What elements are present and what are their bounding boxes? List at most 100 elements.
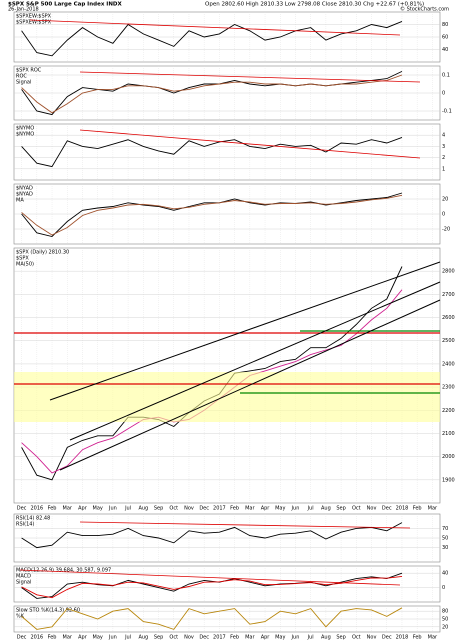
legend-entry: MA(50): [16, 262, 34, 268]
legend-entry: MACD: [16, 574, 31, 580]
trend-line: [79, 71, 421, 83]
x-tick-label: Mar: [245, 635, 255, 640]
x-tick-label: Sep: [154, 635, 163, 640]
y-tick-label: 0: [442, 585, 445, 591]
y-tick-label: 60: [442, 35, 448, 41]
y-tick-label: 2600: [442, 315, 455, 321]
y-tick-label: 2400: [442, 361, 455, 367]
x-tick-label: Dec: [199, 635, 209, 640]
panel: [13, 123, 441, 181]
x-tick-label: Dec: [17, 635, 27, 640]
x-tick-label: Oct: [352, 506, 361, 512]
x-tick-label: Mar: [428, 506, 438, 512]
symbol: $SPX S&P 500 Large Cap Index INDX: [8, 2, 122, 8]
series-line: [21, 575, 403, 599]
y-tick-label: 0: [442, 212, 445, 218]
x-tick-label: Feb: [230, 635, 239, 640]
legend-entry: %K: [16, 614, 25, 620]
x-tick-label: May: [275, 635, 285, 640]
y-tick-label: 2500: [442, 338, 455, 344]
x-tick-label: Sep: [336, 635, 345, 640]
x-tick-label: 2017: [213, 635, 226, 640]
y-tick-label: 20: [442, 624, 448, 630]
x-tick-label: Dec: [382, 635, 392, 640]
series-line: [21, 74, 403, 114]
y-tick-label: -0.1: [442, 109, 452, 115]
legend-entry: $SPXEW:$SPX: [16, 20, 52, 26]
y-tick-label: 50: [442, 617, 448, 623]
trend-line: [19, 569, 401, 586]
panel-title: $NYMO: [16, 126, 34, 132]
x-tick-label: Nov: [184, 635, 194, 640]
series-line: [21, 136, 403, 168]
x-tick-label: Oct: [169, 506, 178, 512]
x-tick-label: Aug: [321, 506, 331, 512]
series-line: [21, 607, 403, 630]
x-tick-label: Sep: [336, 506, 345, 512]
x-tick-label: Nov: [367, 506, 377, 512]
y-tick-label: 2000: [442, 454, 455, 460]
y-tick-label: 1: [442, 166, 445, 172]
x-tick-label: Aug: [321, 635, 331, 640]
x-tick-label: Feb: [48, 506, 57, 512]
series-line: [21, 572, 403, 599]
x-tick-label: Apr: [261, 506, 271, 512]
y-tick-label: 2700: [442, 292, 455, 298]
x-tick-label: May: [275, 506, 285, 512]
x-tick-label: Jun: [108, 506, 117, 512]
x-tick-label: Jul: [307, 506, 314, 512]
source: © StockCharts.com: [400, 6, 449, 13]
panel-title: RSI(14) 82.48: [16, 516, 50, 522]
panel-title: $SPXEW:$SPX: [16, 14, 52, 20]
x-tick-label: Jul: [307, 635, 314, 640]
date: 26-Jan-2018: [8, 7, 39, 13]
x-tick-label: 2016: [30, 635, 43, 640]
x-tick-label: Feb: [48, 635, 57, 640]
y-tick-label: 1900: [442, 477, 455, 483]
y-tick-label: 3: [442, 144, 445, 150]
x-tick-label: Nov: [367, 635, 377, 640]
y-tick-label: 2800: [442, 269, 455, 275]
x-tick-label: Jul: [124, 635, 131, 640]
panel-title: $SPX ROC: [16, 68, 42, 74]
series-line: [21, 192, 403, 237]
panel-title: Slow STO %K(14,3) 92.60: [16, 608, 80, 614]
y-tick-label: 2: [442, 155, 445, 161]
y-tick-label: 0.1: [442, 73, 450, 79]
y-tick-label: 2200: [442, 408, 455, 414]
x-tick-label: Dec: [17, 506, 27, 512]
series-line: [21, 194, 403, 236]
series-line: [21, 20, 403, 57]
x-tick-label: 2018: [396, 635, 409, 640]
x-tick-label: Sep: [154, 506, 163, 512]
y-tick-label: -20: [442, 227, 450, 233]
legend-entry: ROC: [16, 74, 27, 80]
x-tick-label: Dec: [199, 506, 209, 512]
legend-entry: $NYAD: [16, 192, 33, 198]
x-tick-label: Jul: [124, 506, 131, 512]
y-tick-label: 30: [442, 545, 448, 551]
legend-entry: MA: [16, 198, 24, 204]
x-tick-label: Jun: [291, 506, 300, 512]
y-tick-label: 40: [442, 571, 448, 577]
y-tick-label: 80: [442, 22, 448, 28]
x-tick-label: Oct: [169, 635, 178, 640]
panel-title: $SPX (Daily) 2810.30: [16, 250, 69, 256]
legend-entry: RSI(14): [16, 522, 34, 528]
legend-entry: Signal: [16, 580, 31, 586]
quote: Open 2802.60 High 2810.33 Low 2798.08 Cl…: [205, 2, 424, 8]
x-tick-label: May: [93, 635, 103, 640]
x-tick-label: Mar: [63, 506, 73, 512]
x-tick-label: Mar: [63, 635, 73, 640]
y-tick-label: 40: [442, 47, 448, 53]
band: [14, 372, 440, 422]
trend-line: [79, 521, 411, 529]
y-tick-label: 70: [442, 526, 448, 532]
x-tick-label: Nov: [184, 506, 194, 512]
legend-entry: Signal: [16, 80, 31, 86]
x-tick-label: 2017: [213, 506, 226, 512]
panel-title: $NYAD: [16, 186, 33, 192]
trend-line: [79, 129, 421, 159]
panel: [13, 565, 441, 603]
